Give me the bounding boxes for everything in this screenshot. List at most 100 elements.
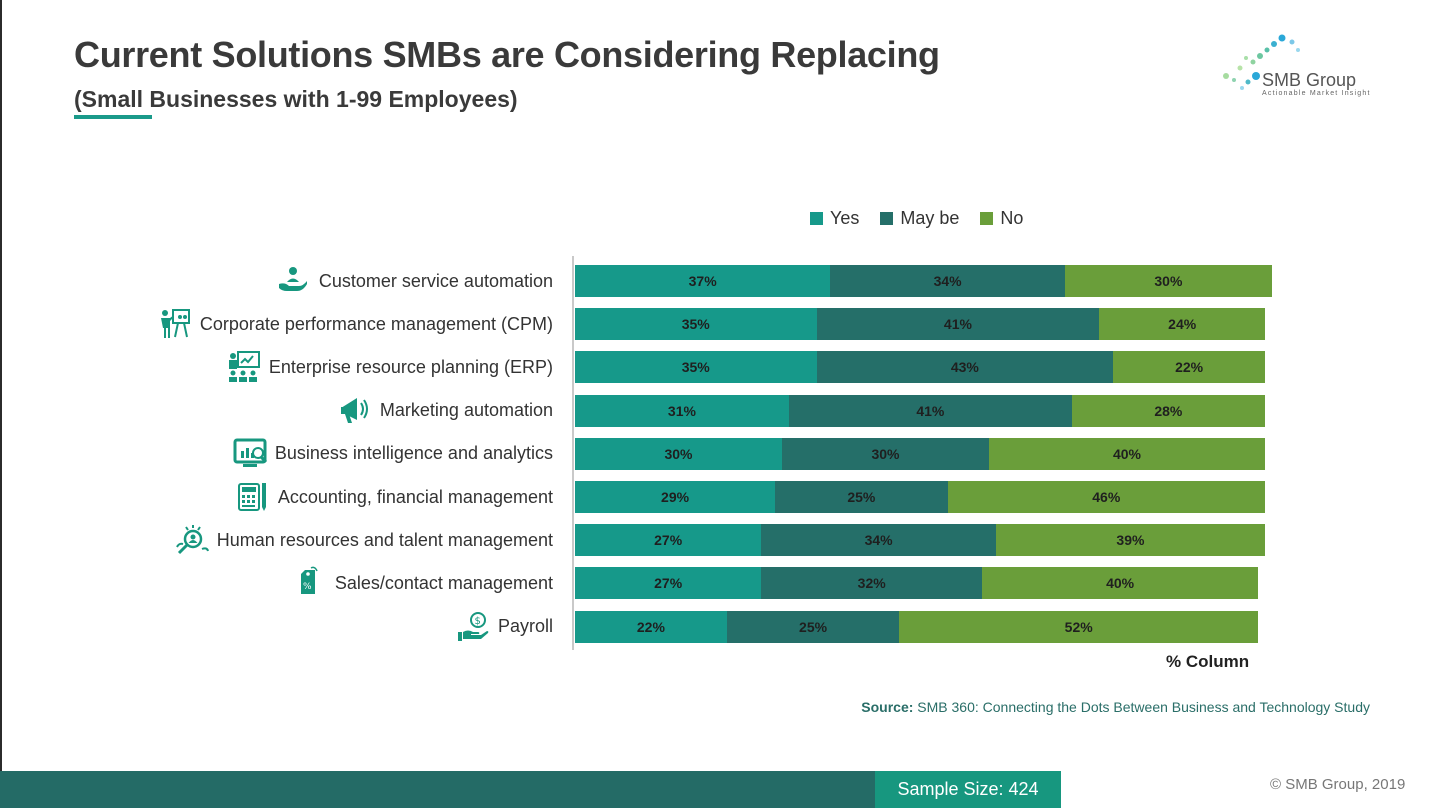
bar-segment-no: 22% xyxy=(1113,351,1265,384)
bar-segment-yes: 27% xyxy=(575,567,762,600)
data-label: 43% xyxy=(950,359,979,376)
calculator-icon xyxy=(236,480,270,514)
category-label-row: Customer service automation xyxy=(277,264,553,298)
bar-segment-maybe: 34% xyxy=(761,524,996,557)
bar-segment-yes: 31% xyxy=(575,394,789,427)
data-label: 31% xyxy=(667,402,696,419)
bar-row: 29% 25% 46% xyxy=(575,481,1265,513)
bar-row: 27% 34% 39% xyxy=(575,524,1265,557)
bar-segment-maybe: 41% xyxy=(788,394,1072,427)
presenter-board-icon xyxy=(158,307,192,341)
category-label-row: Accounting, financial management xyxy=(236,480,553,514)
copyright-text: © SMB Group, 2019 xyxy=(1270,776,1406,793)
page-subtitle: (Small Businesses with 1-99 Employees) xyxy=(74,86,518,112)
footer-bar xyxy=(0,771,875,808)
bar-segment-yes: 30% xyxy=(575,437,782,470)
bar-segment-no: 39% xyxy=(995,524,1265,557)
legend-item-maybe: May be xyxy=(880,208,959,229)
data-label: 41% xyxy=(943,316,972,333)
bar-segment-yes: 35% xyxy=(575,351,817,384)
svg-text:$: $ xyxy=(474,616,480,627)
category-label: Sales/contact management xyxy=(334,572,553,593)
bar-segment-no: 52% xyxy=(899,610,1259,643)
data-label: 30% xyxy=(871,445,900,462)
bar-segment-yes: 22% xyxy=(575,610,727,643)
legend-label-maybe: May be xyxy=(900,208,960,228)
category-label: Human resources and talent management xyxy=(216,529,553,550)
category-label: Marketing automation xyxy=(379,400,553,421)
classroom-board-icon xyxy=(227,350,261,384)
category-label-row: Marketing automation xyxy=(338,394,553,428)
data-label: 34% xyxy=(933,273,962,289)
slide-left-border xyxy=(0,0,2,808)
bar-segment-no: 28% xyxy=(1071,394,1265,427)
data-label: 34% xyxy=(864,532,893,549)
logo-tagline: Actionable Market Insight xyxy=(1262,90,1371,97)
category-label-row: $ Payroll xyxy=(456,610,553,644)
hand-money-icon: $ xyxy=(456,610,490,644)
data-label: 25% xyxy=(799,618,828,635)
legend-item-yes: Yes xyxy=(810,208,859,229)
data-label: 22% xyxy=(636,618,665,635)
category-axis-line xyxy=(572,256,574,650)
bar-segment-maybe: 41% xyxy=(816,308,1100,341)
data-label: 52% xyxy=(1064,618,1093,635)
legend-label-yes: Yes xyxy=(830,208,860,228)
bar-row: 35% 41% 24% xyxy=(575,308,1265,341)
legend-swatch-maybe xyxy=(880,212,894,225)
source-text: SMB 360: Connecting the Dots Between Bus… xyxy=(917,699,1370,715)
data-label: 27% xyxy=(654,532,683,549)
category-label-row: Enterprise resource planning (ERP) xyxy=(227,350,553,384)
data-label: 27% xyxy=(654,575,683,592)
bar-row: 27% 32% 40% xyxy=(575,567,1259,600)
bar-segment-maybe: 25% xyxy=(775,481,948,513)
category-label-row: Human resources and talent management xyxy=(175,523,553,557)
data-label: 35% xyxy=(681,316,710,333)
bar-segment-maybe: 30% xyxy=(782,437,989,470)
data-label: 24% xyxy=(1168,316,1197,333)
data-label: 46% xyxy=(1092,489,1121,505)
bar-segment-no: 30% xyxy=(1064,265,1272,297)
data-label: 37% xyxy=(688,273,717,289)
monitor-chart-icon xyxy=(233,437,267,471)
bar-segment-no: 40% xyxy=(982,567,1259,600)
data-label: 22% xyxy=(1175,359,1204,376)
axis-note: % Column xyxy=(1166,652,1250,671)
price-tag-icon: % xyxy=(293,566,327,600)
legend-swatch-yes xyxy=(810,212,823,225)
data-label: 28% xyxy=(1154,402,1183,419)
data-label: 29% xyxy=(661,489,690,505)
category-label-row: Corporate performance management (CPM) xyxy=(158,307,553,341)
category-label: Enterprise resource planning (ERP) xyxy=(268,356,553,377)
bar-segment-maybe: 34% xyxy=(830,265,1065,297)
bar-segment-yes: 29% xyxy=(575,481,776,513)
bar-segment-yes: 35% xyxy=(575,308,817,341)
data-label: 32% xyxy=(857,575,886,592)
bar-row: 22% 25% 52% xyxy=(575,610,1259,643)
logo-name: SMB Group xyxy=(1262,70,1357,90)
source-note: Source: SMB 360: Connecting the Dots Bet… xyxy=(861,699,1370,715)
data-label: 25% xyxy=(847,489,876,505)
hand-user-icon xyxy=(277,264,311,298)
data-label: 35% xyxy=(681,359,710,376)
bar-segment-no: 24% xyxy=(1099,308,1265,341)
subtitle-accent-underline xyxy=(74,115,152,119)
sample-size-badge: Sample Size: 424 xyxy=(875,771,1061,808)
bar-segment-yes: 37% xyxy=(575,265,831,297)
category-label: Accounting, financial management xyxy=(277,486,553,507)
category-label-row: % Sales/contact management xyxy=(293,566,553,600)
smb-group-logo-icon xyxy=(1223,34,1300,90)
bar-row: 30% 30% 40% xyxy=(575,437,1265,470)
talent-search-icon xyxy=(175,523,209,557)
bar-row: 35% 43% 22% xyxy=(575,351,1265,384)
legend-label-no: No xyxy=(1000,208,1024,228)
bar-segment-maybe: 32% xyxy=(761,567,983,600)
bar-row: 31% 41% 28% xyxy=(575,394,1265,427)
bar-segment-maybe: 25% xyxy=(726,610,900,643)
page-title: Current Solutions SMBs are Considering R… xyxy=(74,34,940,75)
bar-segment-no: 40% xyxy=(989,437,1265,470)
data-label: 40% xyxy=(1112,445,1142,462)
data-label: 39% xyxy=(1116,532,1145,549)
data-label: 30% xyxy=(1154,273,1183,289)
legend-item-no: No xyxy=(980,208,1023,229)
